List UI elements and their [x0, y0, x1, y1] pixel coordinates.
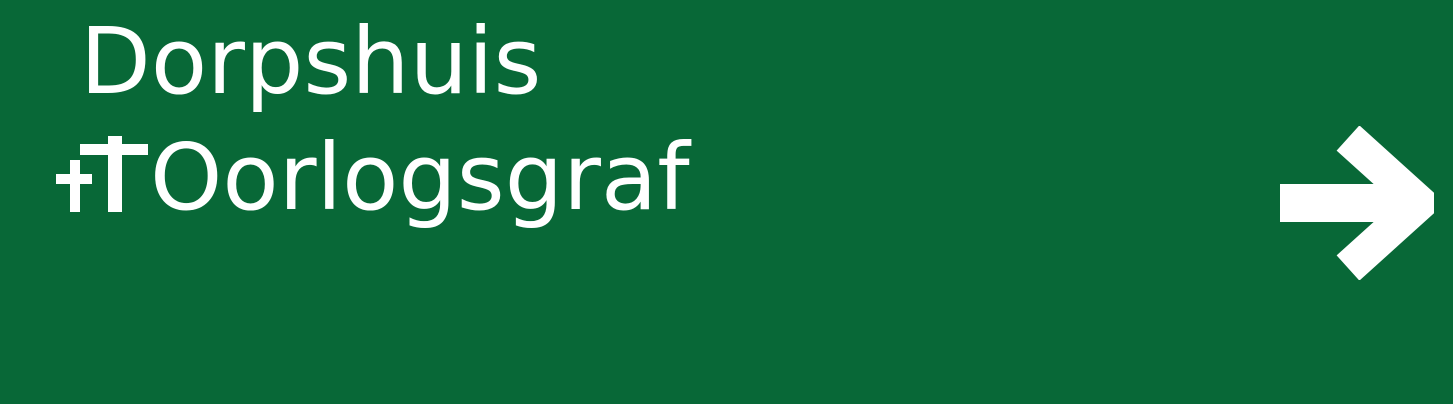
war-grave-cross-icon	[56, 136, 148, 212]
arrow-right-icon	[1280, 126, 1434, 280]
destination-dorpshuis: Dorpshuis	[80, 8, 542, 115]
destination-oorlogsgraf: Oorlogsgraf	[150, 124, 690, 231]
